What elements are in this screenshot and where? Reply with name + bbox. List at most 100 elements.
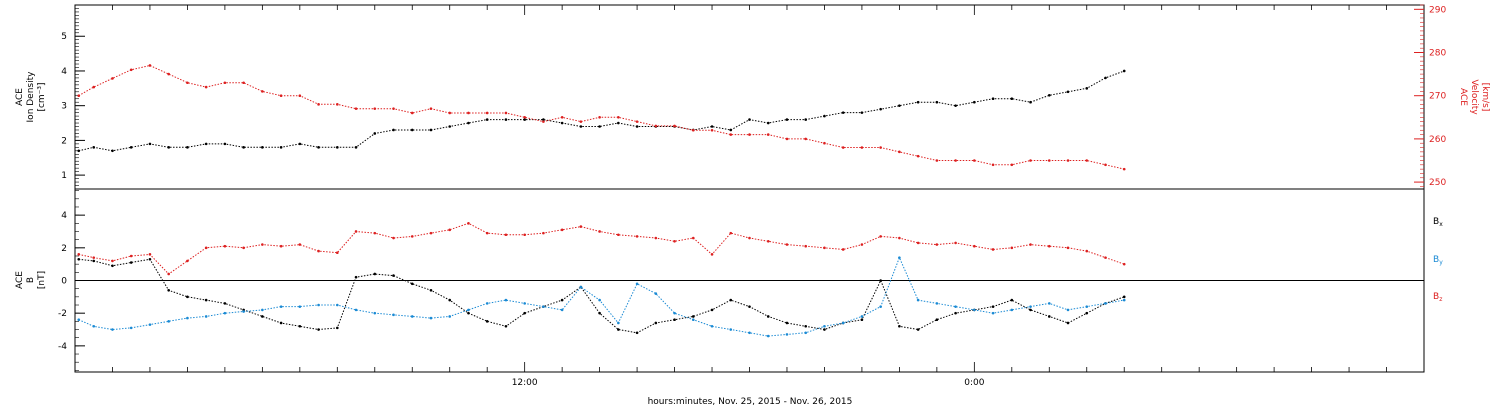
data-point <box>991 163 995 167</box>
data-point <box>710 253 714 256</box>
data-point <box>1010 163 1014 167</box>
data-point <box>804 324 808 328</box>
data-point <box>973 100 976 104</box>
data-point <box>1122 298 1126 302</box>
x-axis-label: hours:minutes, Nov. 25, 2015 - Nov. 26, … <box>648 397 853 407</box>
data-point <box>598 125 601 128</box>
data-point <box>279 146 283 149</box>
data-point <box>804 244 808 248</box>
data-point <box>954 241 957 245</box>
data-point <box>1010 246 1014 250</box>
data-point <box>935 318 939 322</box>
tick-label: -2 <box>58 309 67 319</box>
data-point <box>916 298 920 302</box>
bottom-ylabel-line1: ACE <box>15 271 25 289</box>
data-point <box>898 324 901 328</box>
data-point <box>410 235 414 238</box>
legend-bz: Bz <box>1433 292 1442 303</box>
data-point <box>916 328 920 331</box>
data-point <box>279 321 283 325</box>
data-point <box>129 68 133 72</box>
minor-ticks <box>75 4 1424 371</box>
data-point <box>392 313 395 317</box>
tick-label: 2 <box>61 244 67 254</box>
data-point <box>298 142 302 146</box>
top-ylabel-left-line3: [cm⁻³] <box>37 82 47 111</box>
data-point <box>879 107 882 111</box>
data-point <box>1010 308 1014 312</box>
data-point <box>354 275 358 279</box>
data-point <box>317 328 320 331</box>
data-point <box>92 259 96 263</box>
data-point <box>485 118 489 121</box>
data-point <box>1104 302 1107 305</box>
top-panel-frame <box>74 4 1425 190</box>
data-point <box>410 128 414 132</box>
data-point <box>354 107 358 110</box>
data-point <box>1047 93 1051 97</box>
x-tick-label: 0:00 <box>964 378 984 388</box>
data-point <box>785 118 789 121</box>
data-point <box>148 323 152 326</box>
data-point <box>186 259 189 263</box>
data-point <box>373 107 377 110</box>
tick-label: 4 <box>61 211 67 221</box>
data-point <box>279 94 283 98</box>
data-point <box>523 116 526 119</box>
data-point <box>635 331 639 335</box>
data-point <box>354 146 358 149</box>
top-series <box>77 64 1126 171</box>
data-point <box>691 315 695 318</box>
data-point <box>129 146 133 149</box>
data-point <box>879 235 882 238</box>
data-point <box>1104 76 1107 80</box>
data-point <box>1029 308 1032 312</box>
data-point <box>1085 87 1089 90</box>
data-point <box>504 324 508 328</box>
data-point <box>954 311 957 315</box>
data-point <box>991 97 995 101</box>
data-point <box>392 128 395 132</box>
data-point <box>504 298 508 302</box>
data-point <box>429 128 433 132</box>
data-point <box>429 107 433 110</box>
series-line <box>78 222 1125 275</box>
data-point <box>261 146 264 149</box>
data-point <box>560 116 564 119</box>
data-point <box>635 120 639 123</box>
data-point <box>860 111 864 114</box>
data-point <box>691 128 695 132</box>
data-point <box>860 318 864 322</box>
data-point <box>729 328 733 331</box>
data-point <box>598 116 601 119</box>
data-point <box>973 244 976 248</box>
data-point <box>860 146 864 149</box>
data-point <box>579 120 583 123</box>
data-point <box>673 318 676 322</box>
data-point <box>298 324 302 328</box>
bottom-ylabel-line3: [nT] <box>37 271 47 289</box>
data-point <box>77 257 81 261</box>
data-point <box>1066 308 1070 312</box>
legend-by: By <box>1433 255 1443 266</box>
data-point <box>673 124 676 128</box>
data-point <box>392 236 395 240</box>
data-point <box>729 133 733 136</box>
tick-label: 290 <box>1429 5 1446 15</box>
data-point <box>973 159 976 162</box>
data-point <box>748 133 751 136</box>
data-point <box>410 315 414 318</box>
data-point <box>1122 167 1126 171</box>
data-point <box>1085 159 1089 162</box>
data-point <box>1085 305 1089 308</box>
data-point <box>785 321 789 325</box>
data-point <box>617 328 620 331</box>
data-point <box>429 316 433 320</box>
data-point <box>617 116 620 119</box>
data-point <box>317 146 320 149</box>
data-point <box>354 230 358 233</box>
data-point <box>204 315 208 318</box>
data-point <box>167 146 170 149</box>
data-point <box>410 111 414 115</box>
data-point <box>242 246 245 250</box>
